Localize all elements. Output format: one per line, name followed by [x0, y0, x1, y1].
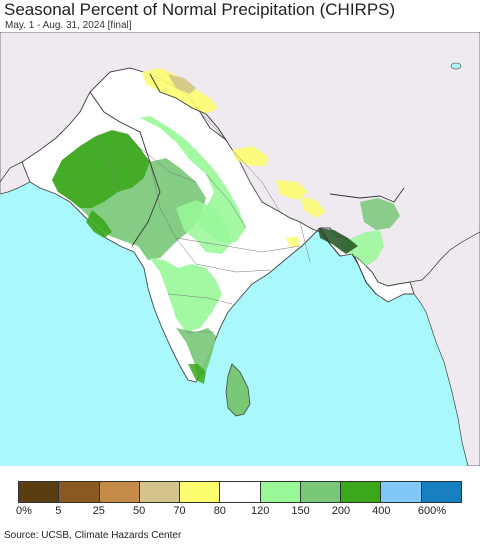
legend-swatch — [99, 482, 140, 502]
legend-colorbar — [18, 481, 462, 503]
legend-tick-label: 50 — [132, 505, 146, 517]
legend-ticks: 0% 5 25 50 70 80 120 150 200 400 600% — [0, 505, 480, 519]
anomaly-yellow-up — [232, 146, 268, 166]
country-boundaries — [89, 73, 405, 295]
legend-swatch — [220, 482, 261, 502]
legend-tick-label: 120 — [250, 505, 270, 517]
legend-tick-label: 70 — [173, 505, 186, 517]
legend-swatch — [180, 482, 221, 502]
anomaly-yellow-kashmir — [142, 68, 218, 114]
legend-swatch — [381, 482, 422, 502]
anomaly-yellow-bihar — [276, 180, 308, 200]
anomaly-dark-delta — [318, 228, 358, 254]
legend-tick-label: 150 — [291, 505, 310, 517]
legend-swatch — [300, 482, 342, 502]
anomaly-tan-ladakh — [168, 74, 196, 94]
anomaly-light-green-peninsula — [150, 258, 222, 332]
anomaly-green-kerala — [188, 364, 206, 384]
state-boundaries — [95, 111, 359, 333]
anomaly-green-gujarat — [86, 210, 112, 238]
legend-tick-label: 25 — [92, 505, 105, 517]
legend-tick-label: 600% — [417, 505, 447, 517]
map-svg — [0, 32, 480, 466]
legend-tick-label: 5 — [55, 505, 62, 517]
legend-tick-label: 0% — [16, 505, 32, 517]
legend-swatch — [139, 482, 181, 502]
legend-tick-label: 80 — [213, 505, 226, 517]
precipitation-map — [0, 32, 480, 466]
legend-tick-label: 200 — [331, 505, 351, 517]
map-subtitle: May. 1 - Aug. 31, 2024 [final] — [5, 20, 132, 31]
anomaly-mid-green-northeast — [360, 198, 400, 230]
legend-swatch — [341, 482, 382, 502]
legend-swatch — [19, 482, 60, 502]
source-credit: Source: UCSB, Climate Hazards Center — [4, 530, 182, 541]
anomaly-green-pakistan — [52, 130, 150, 208]
anomaly-yellow-odisha — [286, 236, 300, 248]
anomaly-yellow-bengal — [300, 196, 326, 218]
legend-swatch — [260, 482, 301, 502]
legend-swatch — [59, 482, 100, 502]
anomaly-light-green-east — [340, 230, 384, 266]
legend-swatch — [421, 482, 461, 502]
outside-land-southeast — [409, 231, 480, 466]
legend-tick-label: 400 — [372, 505, 391, 517]
anomaly-mid-green-south — [176, 328, 216, 378]
outside-land-west — [0, 161, 31, 195]
lake — [450, 62, 462, 70]
sri-lanka — [225, 363, 251, 417]
map-title: Seasonal Percent of Normal Precipitation… — [4, 0, 396, 19]
anomaly-mid-green-northwest — [40, 158, 206, 260]
anomaly-light-green-central — [176, 200, 232, 254]
